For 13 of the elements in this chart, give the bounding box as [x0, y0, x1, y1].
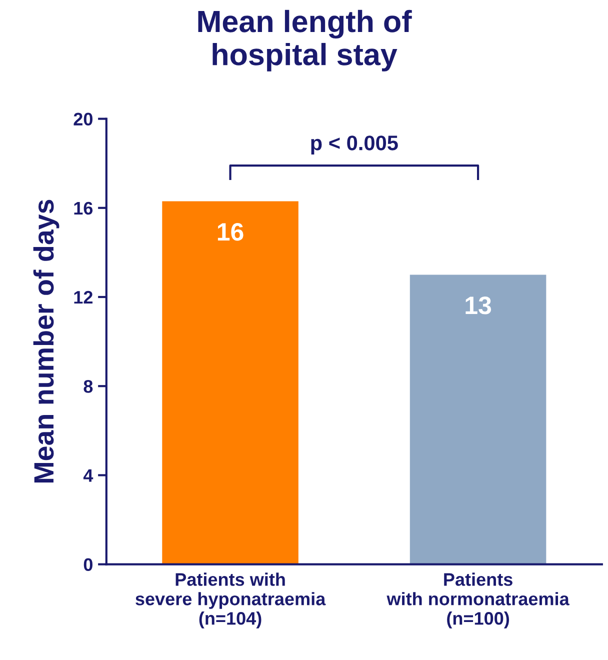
x-tick-label: Patients with normonatraemia (n=100)	[386, 572, 570, 628]
y-tick-label: 0	[84, 558, 92, 572]
y-tick-label: 16	[74, 202, 93, 215]
y-tick-label: 12	[74, 290, 92, 304]
x-tick-label: Patients with severe hyponatraemia (n=104)	[136, 572, 326, 628]
data-label: 16	[218, 223, 244, 241]
data-label: 13	[466, 296, 492, 314]
y-axis-title: Mean number of days	[33, 200, 60, 482]
annotation: p < 0.005	[311, 136, 398, 154]
y-tick-label: 4	[83, 469, 94, 482]
y-tick-label: 8	[84, 380, 93, 393]
y-tick-label: 20	[74, 112, 92, 126]
chart-title: Mean length of hospital stay	[198, 10, 412, 72]
